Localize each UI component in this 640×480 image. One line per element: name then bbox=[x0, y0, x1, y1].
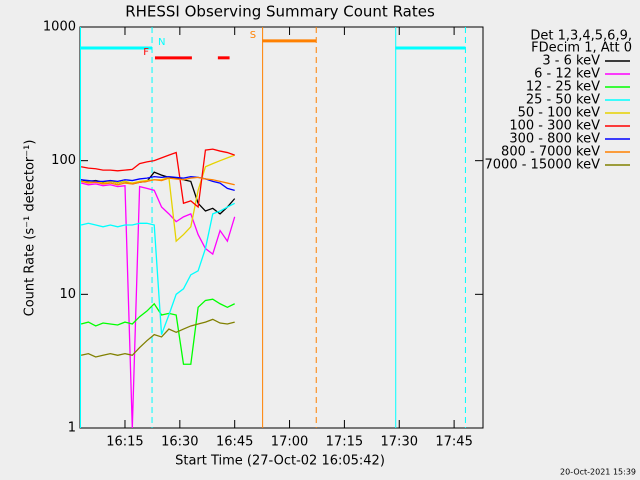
chart-title: RHESSI Observing Summary Count Rates bbox=[125, 3, 435, 21]
x-tick-label: 16:45 bbox=[216, 435, 253, 450]
y-tick-label: 10 bbox=[59, 287, 76, 302]
legend-label: 25 - 50 keV bbox=[526, 93, 600, 108]
legend-header: FDecim 1, Att 0 bbox=[531, 41, 632, 56]
legend-label: 3 - 6 keV bbox=[542, 54, 600, 69]
legend-label: 300 - 800 keV bbox=[509, 132, 600, 147]
y-tick-label: 100 bbox=[51, 153, 76, 168]
series-line bbox=[80, 182, 236, 428]
x-tick-label: 16:30 bbox=[161, 435, 198, 450]
legend-label: 100 - 300 keV bbox=[509, 119, 600, 134]
x-tick-label: 17:45 bbox=[435, 435, 472, 450]
legend-label: 50 - 100 keV bbox=[518, 106, 601, 121]
series-line bbox=[80, 202, 235, 335]
y-tick-label: 1000 bbox=[43, 20, 76, 35]
x-tick-label: 17:30 bbox=[381, 435, 418, 450]
series-line bbox=[80, 148, 235, 209]
legend-label: 800 - 7000 keV bbox=[501, 145, 600, 160]
flag-label: F bbox=[143, 47, 149, 58]
flag-label: S bbox=[250, 30, 256, 41]
legend-label: 12 - 25 keV bbox=[526, 80, 600, 95]
plot-frame bbox=[79, 26, 484, 429]
footer: 20-Oct-2021 15:39 bbox=[560, 468, 636, 477]
series-line bbox=[80, 298, 235, 365]
series-line bbox=[80, 318, 235, 358]
legend-label: 7000 - 15000 keV bbox=[485, 158, 601, 173]
x-tick-label: 16:15 bbox=[106, 435, 143, 450]
plot-area bbox=[80, 27, 466, 428]
legend-label: 6 - 12 keV bbox=[534, 67, 600, 82]
y-tick-label: 1 bbox=[68, 421, 76, 436]
series-line bbox=[81, 175, 235, 191]
series-line bbox=[80, 176, 235, 186]
series-line bbox=[80, 171, 236, 215]
flag-label: N bbox=[158, 37, 165, 48]
x-tick-label: 17:00 bbox=[271, 435, 308, 450]
y-axis-label: Count Rate (s⁻¹ detector⁻¹) bbox=[23, 140, 38, 317]
x-axis-label: Start Time (27-Oct-02 16:05:42) bbox=[175, 454, 385, 469]
legend-header: Det 1,3,4,5,6,9, bbox=[530, 29, 632, 44]
x-tick-label: 17:15 bbox=[326, 435, 363, 450]
